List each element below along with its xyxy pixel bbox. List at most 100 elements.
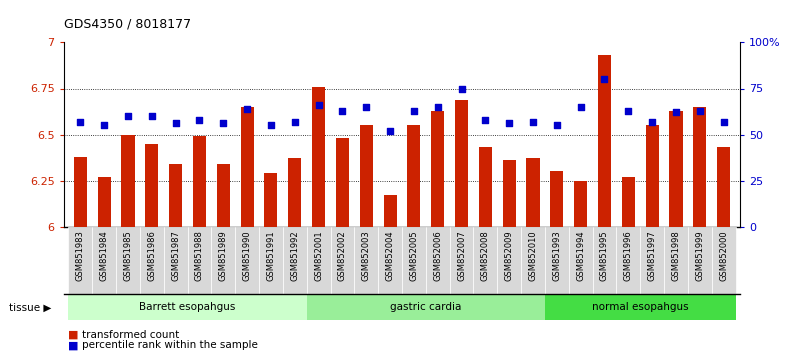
Point: [598, 76, 611, 82]
Text: GSM851994: GSM851994: [576, 230, 585, 281]
Text: GSM851987: GSM851987: [171, 230, 180, 281]
Text: GSM851989: GSM851989: [219, 230, 228, 281]
Bar: [264, 173, 278, 227]
Point: [551, 122, 564, 128]
Text: GSM852005: GSM852005: [409, 230, 419, 281]
Bar: [146, 144, 158, 227]
Bar: [693, 107, 706, 227]
Bar: [426, 227, 450, 294]
Bar: [122, 135, 135, 227]
Bar: [498, 227, 521, 294]
Text: GSM851997: GSM851997: [648, 230, 657, 281]
Point: [264, 122, 277, 128]
Point: [693, 108, 706, 113]
Point: [146, 113, 158, 119]
Bar: [431, 110, 444, 227]
Point: [360, 104, 373, 110]
Bar: [217, 164, 230, 227]
Bar: [68, 227, 92, 294]
Bar: [455, 99, 468, 227]
Bar: [545, 227, 569, 294]
Text: GDS4350 / 8018177: GDS4350 / 8018177: [64, 17, 191, 30]
Bar: [574, 181, 587, 227]
Bar: [240, 107, 254, 227]
Text: percentile rank within the sample: percentile rank within the sample: [82, 340, 258, 350]
Bar: [360, 125, 373, 227]
Bar: [622, 177, 635, 227]
Bar: [402, 227, 426, 294]
Text: ■: ■: [68, 340, 78, 350]
Bar: [616, 227, 640, 294]
Point: [312, 102, 325, 108]
Text: GSM852007: GSM852007: [457, 230, 466, 281]
Bar: [306, 294, 545, 320]
Text: GSM851992: GSM851992: [291, 230, 299, 281]
Text: GSM852002: GSM852002: [338, 230, 347, 281]
Point: [408, 108, 420, 113]
Text: GSM851986: GSM851986: [147, 230, 156, 281]
Bar: [669, 110, 682, 227]
Text: GSM852003: GSM852003: [361, 230, 371, 281]
Point: [717, 119, 730, 125]
Text: GSM852009: GSM852009: [505, 230, 513, 281]
Text: GSM852000: GSM852000: [719, 230, 728, 281]
Text: normal esopahgus: normal esopahgus: [592, 302, 689, 312]
Text: GSM851991: GSM851991: [267, 230, 275, 281]
Point: [170, 121, 182, 126]
Point: [622, 108, 634, 113]
Point: [669, 110, 682, 115]
Text: tissue ▶: tissue ▶: [10, 302, 52, 312]
Text: GSM851985: GSM851985: [123, 230, 132, 281]
Text: GSM851990: GSM851990: [243, 230, 252, 281]
Bar: [98, 177, 111, 227]
Point: [122, 113, 135, 119]
Bar: [569, 227, 592, 294]
Bar: [188, 227, 212, 294]
Bar: [74, 156, 87, 227]
Text: GSM852008: GSM852008: [481, 230, 490, 281]
Text: GSM851995: GSM851995: [600, 230, 609, 281]
Point: [479, 117, 492, 122]
Point: [240, 106, 253, 112]
Bar: [526, 159, 540, 227]
Bar: [288, 159, 302, 227]
Bar: [474, 227, 498, 294]
Bar: [550, 171, 564, 227]
Point: [193, 117, 206, 122]
Bar: [283, 227, 306, 294]
Bar: [598, 55, 611, 227]
Bar: [545, 294, 736, 320]
Bar: [140, 227, 164, 294]
Bar: [450, 227, 474, 294]
Bar: [212, 227, 235, 294]
Bar: [330, 227, 354, 294]
Point: [98, 122, 111, 128]
Point: [336, 108, 349, 113]
Point: [646, 119, 658, 125]
Bar: [92, 227, 116, 294]
Bar: [479, 147, 492, 227]
Text: GSM852010: GSM852010: [529, 230, 537, 281]
Text: ■: ■: [68, 330, 78, 339]
Text: GSM851999: GSM851999: [695, 230, 704, 281]
Bar: [235, 227, 259, 294]
Text: GSM852004: GSM852004: [385, 230, 395, 281]
Bar: [378, 227, 402, 294]
Point: [503, 121, 516, 126]
Point: [431, 104, 444, 110]
Text: Barrett esopahgus: Barrett esopahgus: [139, 302, 236, 312]
Text: gastric cardia: gastric cardia: [390, 302, 462, 312]
Bar: [164, 227, 188, 294]
Bar: [408, 125, 420, 227]
Bar: [592, 227, 616, 294]
Bar: [306, 227, 330, 294]
Bar: [116, 227, 140, 294]
Point: [527, 119, 540, 125]
Text: GSM852001: GSM852001: [314, 230, 323, 281]
Text: GSM851988: GSM851988: [195, 230, 204, 281]
Point: [574, 104, 587, 110]
Bar: [68, 294, 306, 320]
Text: GSM851984: GSM851984: [100, 230, 109, 281]
Bar: [688, 227, 712, 294]
Point: [288, 119, 301, 125]
